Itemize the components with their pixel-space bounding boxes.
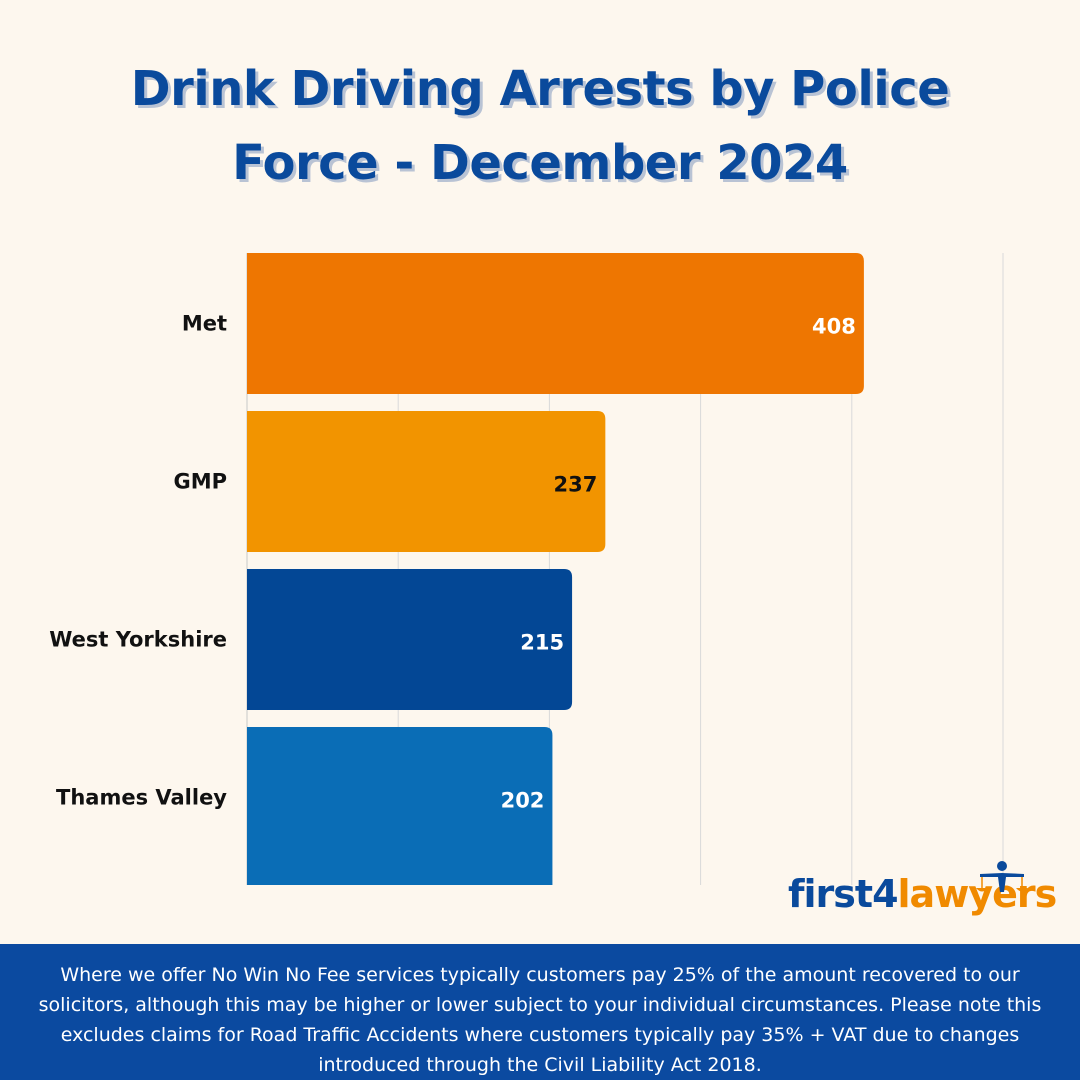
bar-met	[247, 253, 864, 394]
chart-title: Drink Driving Arrests by Police Force - …	[0, 52, 1080, 200]
bar-gmp	[247, 411, 606, 552]
scales-of-justice-person-icon	[976, 861, 1028, 892]
chart-title-line-1: Drink Driving Arrests by Police	[130, 61, 950, 117]
category-labels: Met GMP West Yorkshire Thames Valley	[49, 312, 227, 810]
value-label-gmp: 237	[554, 473, 598, 497]
value-label-west-yorkshire: 215	[520, 631, 564, 655]
value-label-thames-valley: 202	[501, 789, 545, 813]
logo-text-lawyers: lawyers	[897, 872, 1058, 916]
value-label-met: 408	[812, 315, 856, 339]
category-label-west-yorkshire: West Yorkshire	[49, 628, 227, 652]
chart-title-line-2: Force - December 2024	[232, 135, 848, 191]
bar-thames-valley	[247, 727, 553, 885]
value-labels: 408 237 215 202	[501, 315, 856, 813]
disclaimer-text: Where we offer No Win No Fee services ty…	[38, 964, 1042, 1076]
bar-chart: Met GMP West Yorkshire Thames Valley 408 237…	[49, 253, 1004, 885]
category-label-gmp: GMP	[173, 470, 227, 494]
logo-text-first4: first4	[788, 872, 899, 916]
category-label-thames-valley: Thames Valley	[56, 786, 227, 810]
bars	[247, 253, 864, 885]
category-label-met: Met	[182, 312, 227, 336]
logo-wordmark: first4lawyers	[788, 872, 1058, 916]
disclaimer-footer: Where we offer No Win No Fee services ty…	[0, 944, 1080, 1080]
bar-west-yorkshire	[247, 569, 573, 710]
first4lawyers-logo: first4lawyers	[788, 858, 1057, 938]
